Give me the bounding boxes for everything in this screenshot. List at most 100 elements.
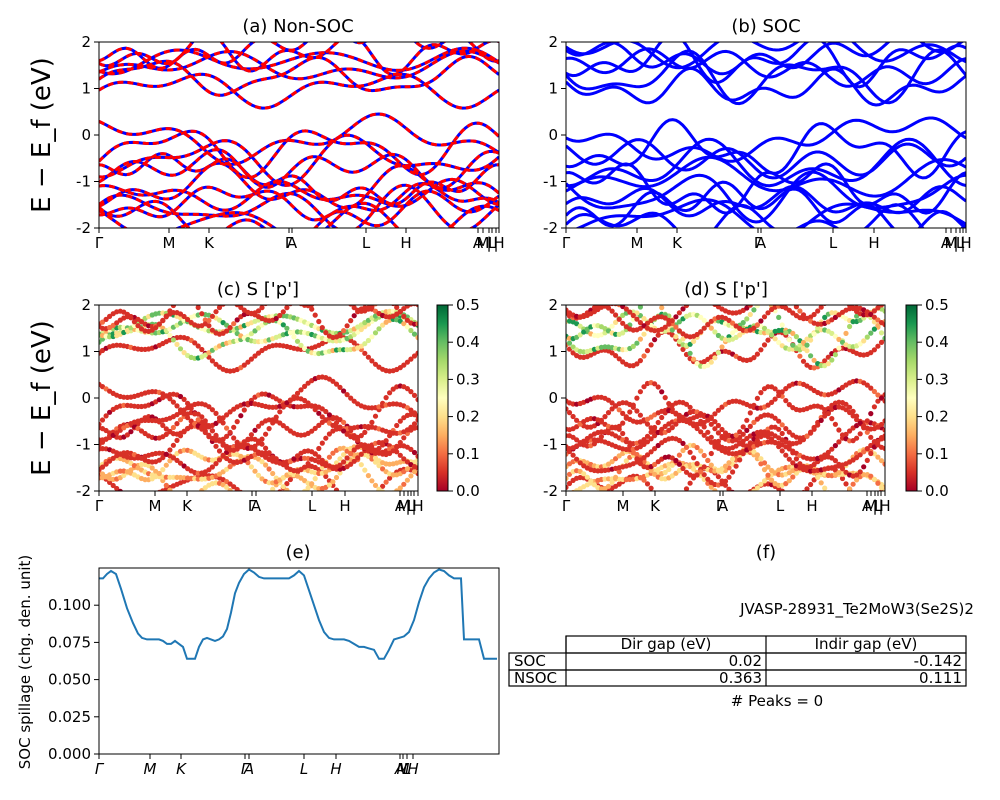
band-point xyxy=(209,464,215,470)
band-point xyxy=(787,296,792,301)
band-point xyxy=(280,484,286,490)
band-line xyxy=(566,42,965,76)
band-point xyxy=(345,297,350,302)
band-point xyxy=(220,436,226,442)
band-line xyxy=(566,116,966,163)
band-point xyxy=(744,491,749,496)
band-point xyxy=(662,395,668,401)
band-point xyxy=(182,293,187,298)
band-point xyxy=(581,329,587,335)
band-point xyxy=(797,308,803,314)
band-point xyxy=(337,417,343,423)
band-point xyxy=(415,397,418,403)
band-point xyxy=(641,316,647,322)
band-point xyxy=(871,347,878,353)
x-tick-label: Γ xyxy=(562,234,571,252)
band-point xyxy=(163,431,169,437)
band-point xyxy=(641,331,647,337)
band-point xyxy=(404,459,410,465)
band-point xyxy=(376,326,382,332)
x-tick-label: M xyxy=(865,497,878,515)
band-point xyxy=(380,297,385,302)
band-point xyxy=(605,397,612,403)
x-tick-label: M xyxy=(398,497,411,515)
band-point xyxy=(712,488,718,491)
band-point xyxy=(216,418,223,424)
band-point xyxy=(669,473,675,479)
band-point xyxy=(857,469,863,475)
band-point xyxy=(270,454,276,460)
band-point xyxy=(110,482,116,489)
band-point xyxy=(761,478,768,484)
band-point xyxy=(287,397,293,403)
band-point xyxy=(832,333,839,339)
band-point xyxy=(305,380,311,386)
band-point xyxy=(415,321,418,327)
band-point xyxy=(676,437,683,444)
table-row-label: NSOC xyxy=(514,669,557,687)
band-point xyxy=(404,386,410,392)
band-point xyxy=(864,457,870,463)
band-point xyxy=(566,471,573,477)
x-tick-label: H xyxy=(400,234,411,252)
y-tick-label: 0.000 xyxy=(48,745,91,763)
band-point xyxy=(733,432,739,438)
band-point xyxy=(708,414,714,420)
band-point xyxy=(259,305,265,311)
x-tick-label: L xyxy=(488,234,497,252)
band-point xyxy=(294,338,301,344)
panel-d-title: (d) S ['p'] xyxy=(684,279,768,300)
y-tick-label: 1 xyxy=(81,343,91,361)
colorbar-tick-label: 0.2 xyxy=(925,408,949,426)
x-tick-label: | xyxy=(872,497,877,515)
band-point xyxy=(121,491,126,496)
band-point xyxy=(192,340,198,346)
band-point xyxy=(836,336,842,342)
band-point xyxy=(566,406,569,412)
band-point xyxy=(758,318,764,324)
band-point xyxy=(404,305,410,309)
band-point xyxy=(644,421,651,427)
band-point xyxy=(584,474,590,480)
band-point xyxy=(811,461,817,468)
band-point xyxy=(566,340,573,346)
y-tick-label: 0.025 xyxy=(48,708,91,726)
band-point xyxy=(344,392,350,398)
band-point xyxy=(719,404,725,410)
band-point xyxy=(337,456,343,462)
band-point xyxy=(270,486,276,491)
band-point xyxy=(754,452,761,458)
band-point xyxy=(598,429,605,435)
band-line xyxy=(99,133,499,187)
band-point xyxy=(882,445,885,452)
band-point xyxy=(238,453,244,459)
band-point xyxy=(605,410,612,416)
band-point xyxy=(372,330,379,336)
band-point xyxy=(270,496,275,501)
band-point xyxy=(669,425,675,431)
band-point xyxy=(815,474,821,480)
table-cell-soc-dir: 0.02 xyxy=(729,652,762,670)
band-point xyxy=(687,404,693,410)
band-point xyxy=(376,299,381,304)
band-point xyxy=(882,433,885,439)
x-tick-label: L xyxy=(829,234,838,252)
band-point xyxy=(744,494,749,499)
band-point xyxy=(358,433,364,439)
band-point xyxy=(224,300,229,305)
band-point xyxy=(694,331,700,338)
band-point xyxy=(785,490,787,491)
band-point xyxy=(224,466,230,472)
x-tick-label: K xyxy=(204,234,215,252)
band-point xyxy=(815,325,821,331)
band-point xyxy=(99,464,106,470)
band-point xyxy=(227,487,233,491)
band-point xyxy=(613,474,619,480)
band-point xyxy=(776,392,782,399)
band-point xyxy=(609,459,615,465)
band-point xyxy=(309,306,315,312)
band-point xyxy=(836,496,841,501)
band-point xyxy=(836,295,841,300)
colorbar-tick-label: 0.5 xyxy=(456,296,480,314)
band-point xyxy=(826,298,831,303)
